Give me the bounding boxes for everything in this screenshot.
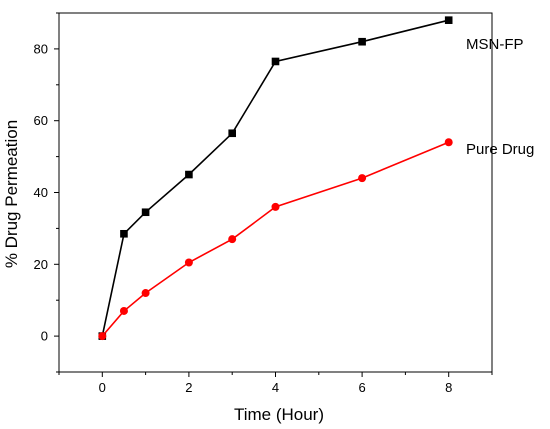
y-axis-title: % Drug Permeation: [2, 120, 21, 268]
series-label-pure-drug: Pure Drug: [466, 141, 534, 158]
series-line: [101, 141, 450, 337]
data-point-square: [228, 129, 236, 138]
data-point-circle: [184, 258, 193, 267]
x-tick-label: 6: [358, 380, 365, 395]
plot-frame: [58, 12, 493, 373]
y-tick-label: 80: [34, 41, 48, 56]
series-1: [98, 138, 453, 341]
series-0: [98, 16, 453, 340]
y-tick-label: 20: [34, 257, 48, 272]
series-label-msn-fp: MSN-FP: [466, 36, 524, 53]
x-tick-label: 8: [445, 380, 452, 395]
data-point-square: [271, 57, 280, 66]
x-axis-title: Time (Hour): [234, 405, 324, 424]
data-point-square: [358, 37, 366, 46]
x-tick-label: 4: [272, 380, 279, 395]
data-point-square: [185, 170, 193, 179]
data-point-circle: [141, 289, 150, 298]
y-tick-label: 0: [41, 329, 48, 344]
series-line: [101, 19, 449, 337]
y-tick-label: 40: [34, 185, 48, 200]
data-point-circle: [444, 138, 453, 147]
data-point-circle: [98, 332, 107, 341]
data-point-circle: [271, 202, 280, 211]
x-tick-label: 2: [185, 380, 192, 395]
data-point-circle: [228, 235, 237, 244]
data-point-square: [120, 229, 128, 238]
series-layer: [98, 16, 453, 341]
data-point-square: [444, 16, 453, 24]
labels: Time (Hour) % Drug Permeation MSN-FP Pur…: [2, 36, 534, 424]
y-tick-label: 60: [34, 113, 48, 128]
x-tick-label: 0: [99, 380, 106, 395]
data-point-circle: [119, 306, 128, 315]
data-point-circle: [358, 174, 367, 183]
data-point-square: [141, 208, 150, 217]
